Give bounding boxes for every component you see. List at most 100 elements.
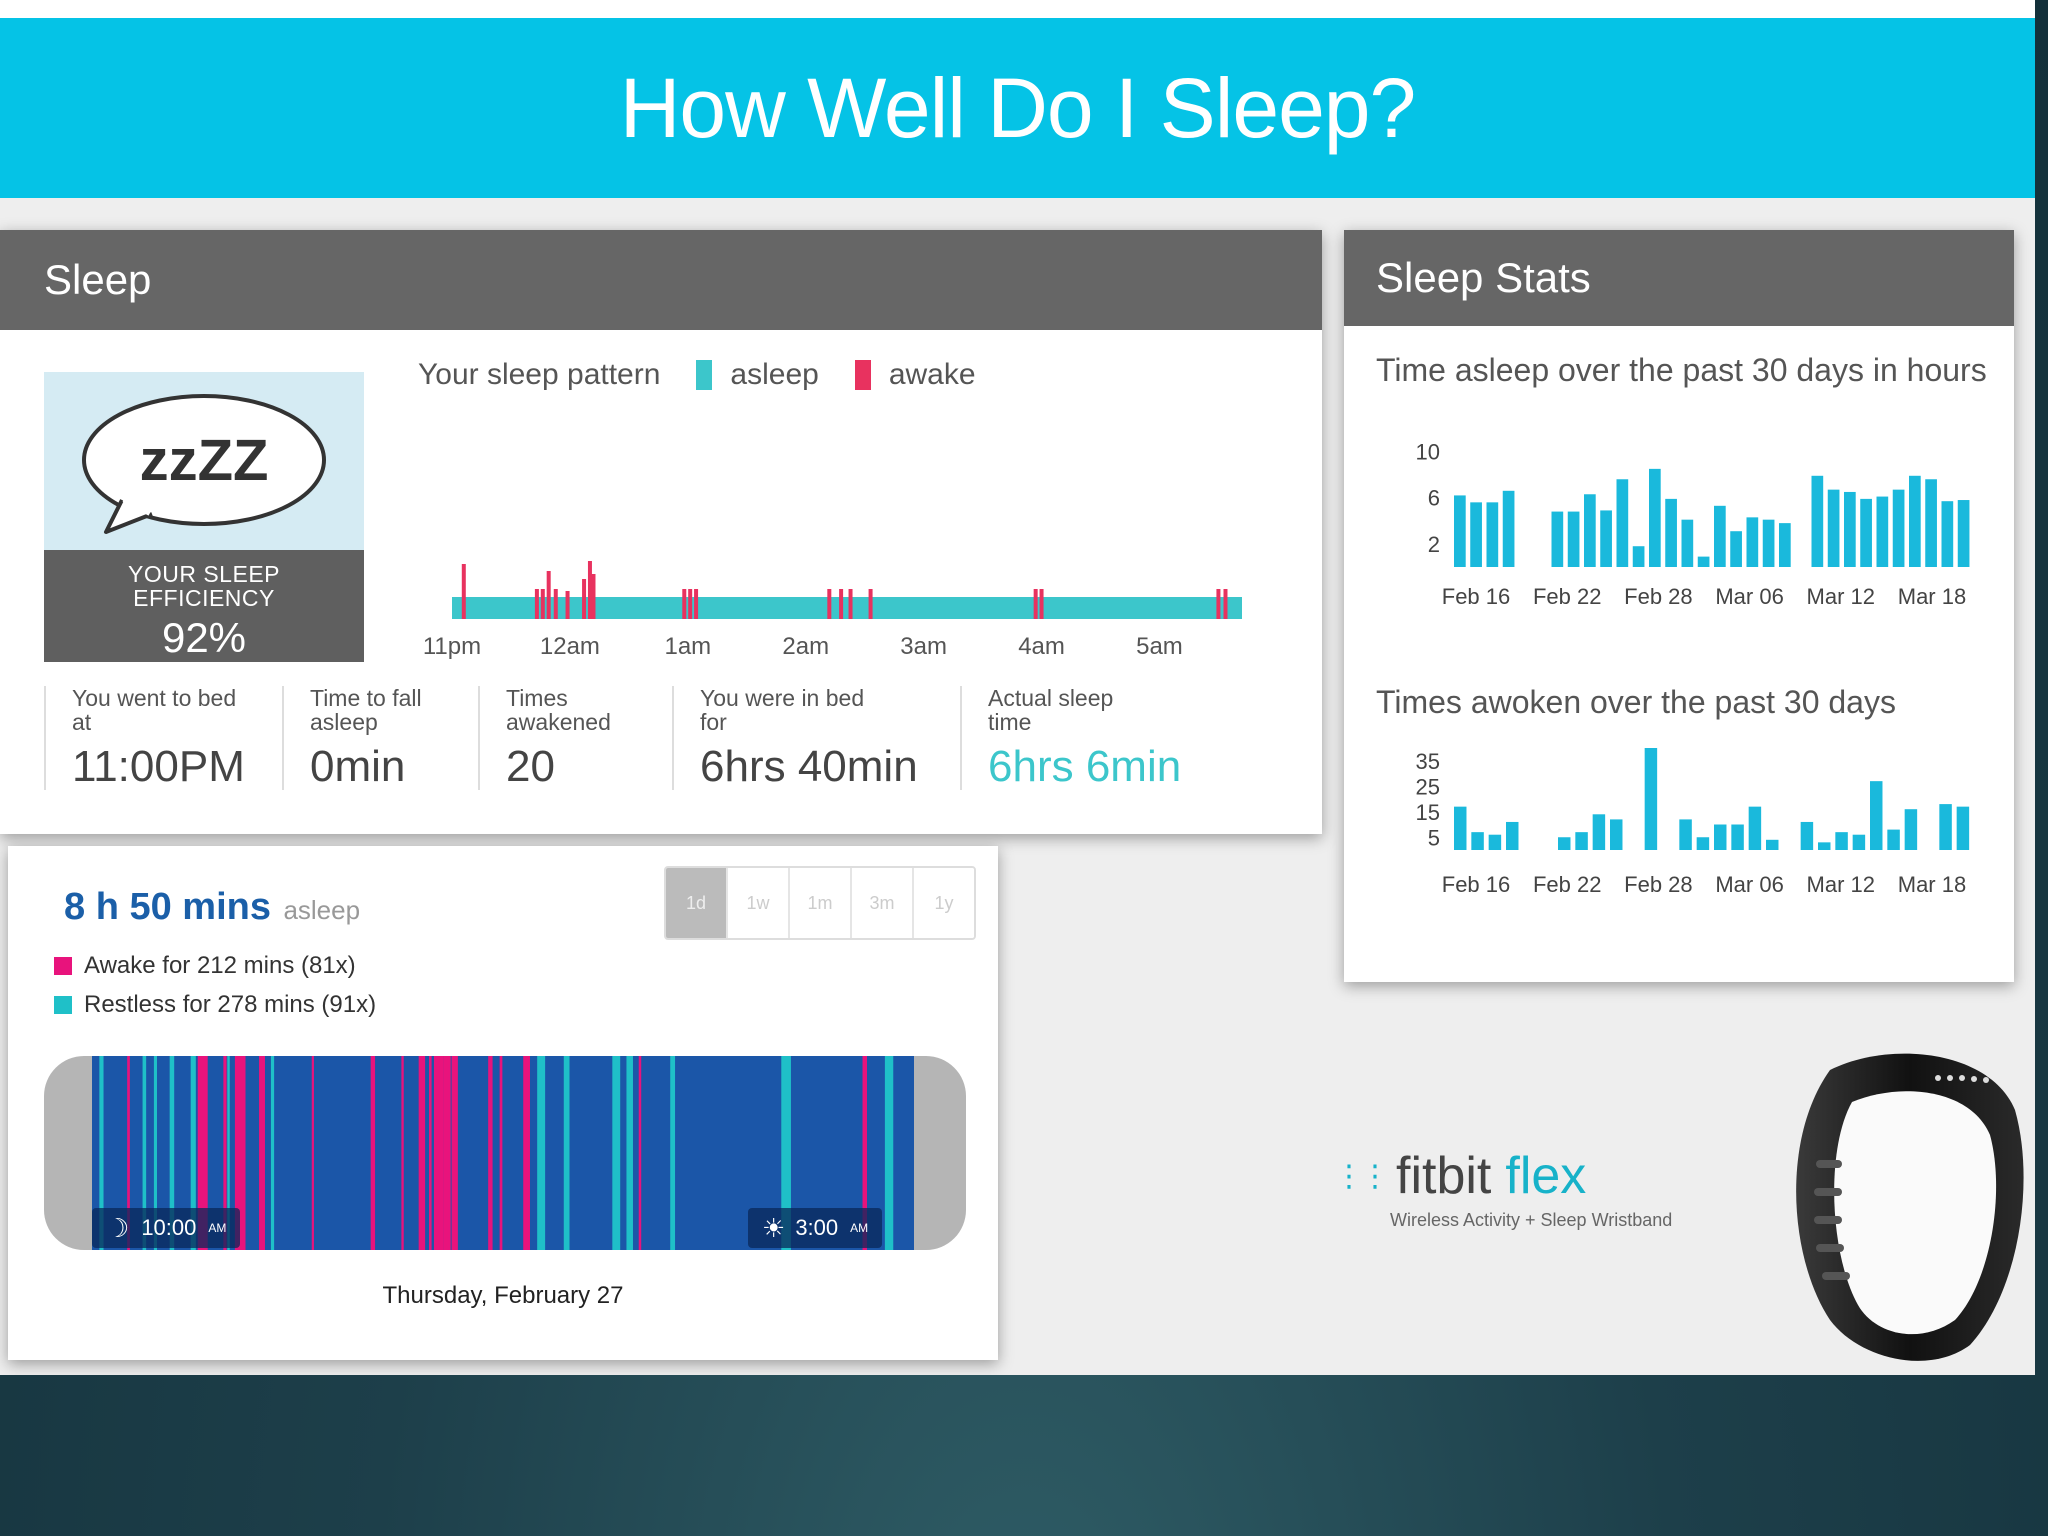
awake-event-9	[682, 589, 687, 619]
bar-16	[1731, 824, 1744, 850]
awake-event-2	[540, 589, 545, 619]
tab-1m[interactable]: 1m	[790, 868, 852, 938]
timeline-segment-23	[537, 1056, 546, 1250]
stat-fall-asleep-value: 0min	[310, 742, 406, 791]
timeline-segment-24	[563, 1056, 570, 1250]
end-ampm: AM	[850, 1221, 869, 1235]
bar-0	[1454, 495, 1466, 567]
timeline-segment-3	[153, 1056, 157, 1250]
awake-event-10	[688, 589, 693, 619]
bar-9	[1600, 510, 1612, 567]
awake-event-5	[565, 591, 570, 619]
y-tick-2: 10	[1416, 440, 1440, 465]
x-tick-1: Feb 22	[1533, 584, 1602, 609]
awake-event-3	[546, 571, 551, 619]
bar-14	[1681, 519, 1694, 567]
timeline-segment-28	[670, 1056, 676, 1250]
timeline-segment-12	[311, 1056, 314, 1250]
tab-1d[interactable]: 1d	[666, 868, 728, 938]
awake-swatch	[54, 957, 72, 975]
awake-event-18	[1216, 589, 1221, 619]
restless-text: Restless for 278 mins (91x)	[84, 991, 377, 1018]
awake-event-8	[591, 574, 596, 619]
bar-26	[1904, 809, 1918, 850]
sun-icon: ☀	[762, 1212, 786, 1243]
timeline-segment-20	[488, 1056, 493, 1250]
bar-23	[1852, 834, 1866, 850]
x-tick-0: Feb 16	[1442, 584, 1511, 609]
sleep-timeline: ☽ 10:00 AM ☀ 3:00 AM	[44, 1056, 966, 1250]
time-tick-1: 12am	[540, 633, 600, 660]
awake-event-15	[868, 589, 873, 619]
bar-25	[1887, 829, 1900, 850]
efficiency-value: 92%	[161, 614, 247, 661]
awake-event-11	[694, 589, 699, 619]
bar-30	[1941, 501, 1954, 567]
tab-1y[interactable]: 1y	[914, 868, 974, 938]
stat-actual-sleep-value: 6hrs 6min	[988, 742, 1182, 791]
time-tick-6: 5am	[1136, 633, 1183, 660]
efficiency-label: YOUR SLEEP EFFICIENCY	[44, 550, 364, 610]
time-tick-0: 11pm	[423, 633, 481, 660]
bar-22	[1835, 832, 1848, 850]
bar-11	[1644, 748, 1658, 850]
time-asleep-chart: 2 6 10 Feb 16 Feb 22 Feb 28 Mar 06 Mar 12 Mar 18	[1416, 440, 1970, 609]
asleep-label: asleep	[283, 895, 361, 925]
x-tick-5: Mar 18	[1898, 584, 1966, 609]
bar-13	[1679, 819, 1692, 850]
timeline-segment-4	[169, 1056, 175, 1250]
bar-24	[1844, 491, 1856, 567]
restless-swatch	[54, 996, 72, 1014]
legend-asleep-label: asleep	[730, 358, 819, 391]
bar-1	[1471, 832, 1484, 850]
sleep-pattern-title: Your sleep pattern	[418, 358, 661, 391]
bar-0	[1454, 806, 1467, 850]
timeline-segment-1	[127, 1056, 130, 1250]
times-awoken-chart-title: Times awoken over the past 30 days	[1376, 684, 1896, 720]
awake-legend: Awake for 212 mins (81x)	[54, 952, 356, 980]
bar-28	[1909, 475, 1921, 567]
bar-15	[1697, 556, 1710, 567]
asleep-duration: 8 h 50 mins	[64, 886, 271, 928]
timeline-segment-0	[99, 1056, 104, 1250]
awake-event-1	[534, 589, 539, 619]
time-tick-4: 3am	[900, 633, 947, 660]
bar-3	[1506, 821, 1519, 850]
awake-event-13	[839, 589, 844, 619]
time-tick-2: 1am	[664, 633, 711, 660]
bubble-text: zzZZ	[140, 428, 269, 493]
slide: How Well Do I Sleep? Sleep zzZZ YOUR SLE…	[0, 18, 2035, 1375]
tab-1w[interactable]: 1w	[728, 868, 790, 938]
x-tick-5: Mar 18	[1898, 872, 1966, 897]
bar-19	[1762, 519, 1775, 567]
stat-actual-sleep-label: Actual sleep time	[988, 685, 1114, 735]
tab-3m[interactable]: 3m	[852, 868, 914, 938]
y-tick-3: 35	[1416, 749, 1440, 774]
timeline-segment-11	[270, 1056, 275, 1250]
timeline-segment-17	[433, 1056, 444, 1250]
timeline-segment-14	[401, 1056, 404, 1250]
bar-2	[1486, 502, 1499, 567]
bar-22	[1811, 475, 1824, 567]
x-tick-2: Feb 28	[1624, 584, 1693, 609]
x-tick-4: Mar 12	[1807, 872, 1875, 897]
timeline-segment-10	[259, 1056, 265, 1250]
bar-17	[1748, 806, 1762, 850]
bar-8	[1584, 494, 1596, 567]
daily-sleep-panel: 8 h 50 mins asleep 1d 1w 1m 3m 1y Awake …	[8, 846, 998, 1360]
stat-times-awakened: Times awakened 20	[478, 686, 676, 791]
timeline-segment-5	[190, 1056, 196, 1250]
time-tick-5: 4am	[1018, 633, 1065, 660]
sleep-pattern-chart: 11pm 12am 1am 2am 3am 4am 5am	[423, 561, 1242, 660]
wristband-image	[1796, 1053, 2024, 1361]
bar-7	[1567, 511, 1580, 567]
stat-bedtime-label: You went to bed at	[72, 685, 237, 735]
sleep-panel-header: Sleep	[0, 230, 1322, 330]
bar-31	[1957, 500, 1970, 567]
stat-in-bed-label: You were in bed for	[700, 685, 865, 735]
timeline-segment-25	[612, 1056, 621, 1250]
sleep-stats-header: Sleep Stats	[1344, 230, 2014, 326]
speech-bubble-icon: zzZZ	[82, 394, 326, 534]
bar-29	[1956, 806, 1970, 850]
timeline-segment-22	[523, 1056, 530, 1250]
